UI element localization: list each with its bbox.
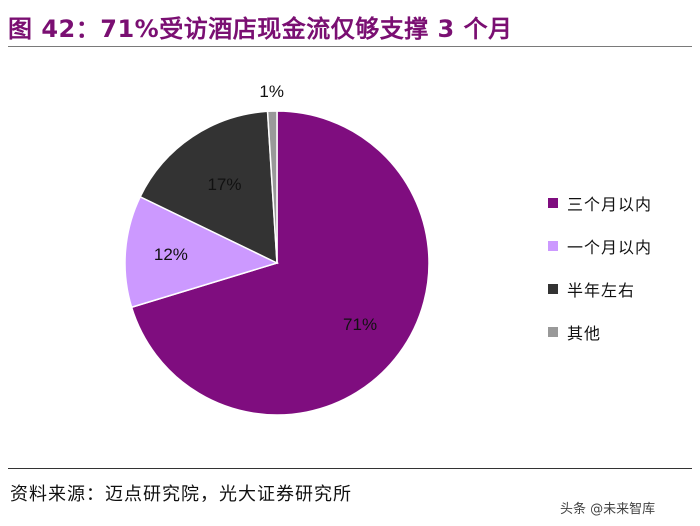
legend-swatch	[548, 198, 558, 208]
legend-swatch	[548, 327, 558, 337]
legend-item: 半年左右	[548, 279, 652, 300]
pie-slice	[124, 195, 280, 309]
source-divider	[8, 468, 692, 469]
figure-title: 图 42：71%受访酒店现金流仅够支撑 3 个月	[8, 15, 513, 43]
title-divider	[8, 46, 692, 47]
slice-data-label: 17%	[207, 175, 241, 194]
legend-swatch	[548, 284, 558, 294]
slice-data-label: 12%	[154, 245, 188, 264]
chart-legend: 三个月以内 一个月以内 半年左右 其他	[548, 193, 652, 365]
legend-swatch	[548, 241, 558, 251]
legend-label: 其他	[567, 324, 602, 343]
slice-data-label: 1%	[259, 82, 284, 101]
pie-slice	[139, 110, 278, 265]
source-note: 资料来源：迈点研究院，光大证券研究所	[10, 484, 352, 505]
pie-slice	[266, 110, 278, 264]
legend-label: 一个月以内	[567, 238, 653, 257]
legend-label: 半年左右	[567, 281, 636, 300]
pie-slice	[130, 110, 430, 416]
legend-item: 三个月以内	[548, 193, 653, 214]
slice-data-label: 71%	[343, 315, 377, 334]
watermark: 头条 @未来智库	[560, 502, 656, 517]
legend-label: 三个月以内	[567, 195, 653, 214]
legend-item: 一个月以内	[548, 236, 653, 257]
legend-item: 其他	[548, 322, 652, 343]
